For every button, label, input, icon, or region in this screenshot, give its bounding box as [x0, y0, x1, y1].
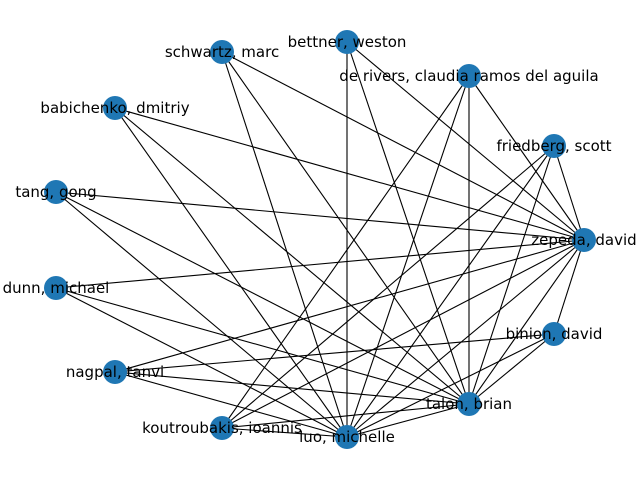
edge-babichenko-zepeda [114, 107, 585, 241]
node-label-bettner: bettner, weston [288, 33, 407, 51]
node-label-nagpal: nagpal, tanvi [66, 363, 164, 381]
edge-friedberg-zepeda [553, 145, 585, 241]
edge-koutroubakis-luo [221, 427, 348, 438]
edge-friedberg-koutroubakis [221, 145, 555, 429]
edge-schwartz-zepeda [221, 51, 585, 241]
node-label-derivers: de rivers, claudia ramos del aguila [339, 67, 598, 85]
edge-nagpal-luo [114, 371, 348, 438]
node-label-babichenko: babichenko, dmitriy [40, 99, 189, 117]
node-dunn [44, 276, 68, 300]
node-label-dunn: dunn, michael [3, 279, 110, 297]
edge-zepeda-koutroubakis [221, 239, 585, 429]
edge-derivers-zepeda [468, 75, 585, 241]
node-binion [542, 322, 566, 346]
node-label-friedberg: friedberg, scott [496, 137, 611, 155]
node-tang [44, 180, 68, 204]
edge-tang-zepeda [55, 191, 585, 241]
edge-nagpal-talon [114, 371, 470, 405]
node-nagpal [103, 360, 127, 384]
label-layer: bettner, weston schwartz, marc de rivers, … [3, 33, 637, 446]
edge-babichenko-talon [114, 107, 470, 405]
edge-bettner-zepeda [346, 41, 585, 241]
node-schwartz [210, 40, 234, 64]
edge-friedberg-talon [468, 145, 555, 405]
edge-tang-talon [55, 191, 470, 405]
edge-layer [55, 41, 585, 438]
node-label-zepeda: zepeda, david [531, 231, 636, 249]
edge-dunn-luo [55, 287, 348, 438]
node-layer [44, 30, 596, 449]
edge-zepeda-binion [553, 239, 585, 335]
edge-tang-luo [55, 191, 348, 438]
edge-schwartz-luo [221, 51, 348, 438]
edge-zepeda-luo [346, 239, 585, 438]
edge-luo-talon [346, 403, 470, 438]
node-koutroubakis [210, 416, 234, 440]
edge-derivers-koutroubakis [221, 75, 470, 429]
node-label-talon: talon, brian [426, 395, 512, 413]
node-label-tang: tang, gong [15, 183, 96, 201]
node-talon [457, 392, 481, 416]
node-friedberg [542, 134, 566, 158]
node-label-binion: binion, david [506, 325, 603, 343]
node-luo [335, 425, 359, 449]
node-label-schwartz: schwartz, marc [165, 43, 279, 61]
edge-zepeda-talon [468, 239, 585, 405]
edge-binion-luo [346, 333, 555, 438]
node-label-luo: luo, michelle [299, 428, 395, 446]
edge-binion-talon [468, 333, 555, 405]
edge-zepeda-nagpal [114, 239, 585, 373]
node-label-koutroubakis: koutroubakis, ioannis [142, 419, 302, 437]
node-derivers [457, 64, 481, 88]
edge-dunn-talon [55, 287, 470, 405]
edge-dunn-zepeda [55, 239, 585, 289]
node-babichenko [103, 96, 127, 120]
edge-koutroubakis-talon [221, 403, 470, 429]
node-zepeda [572, 228, 596, 252]
edge-binion-nagpal [114, 333, 555, 373]
node-bettner [335, 30, 359, 54]
edge-friedberg-luo [346, 145, 555, 438]
